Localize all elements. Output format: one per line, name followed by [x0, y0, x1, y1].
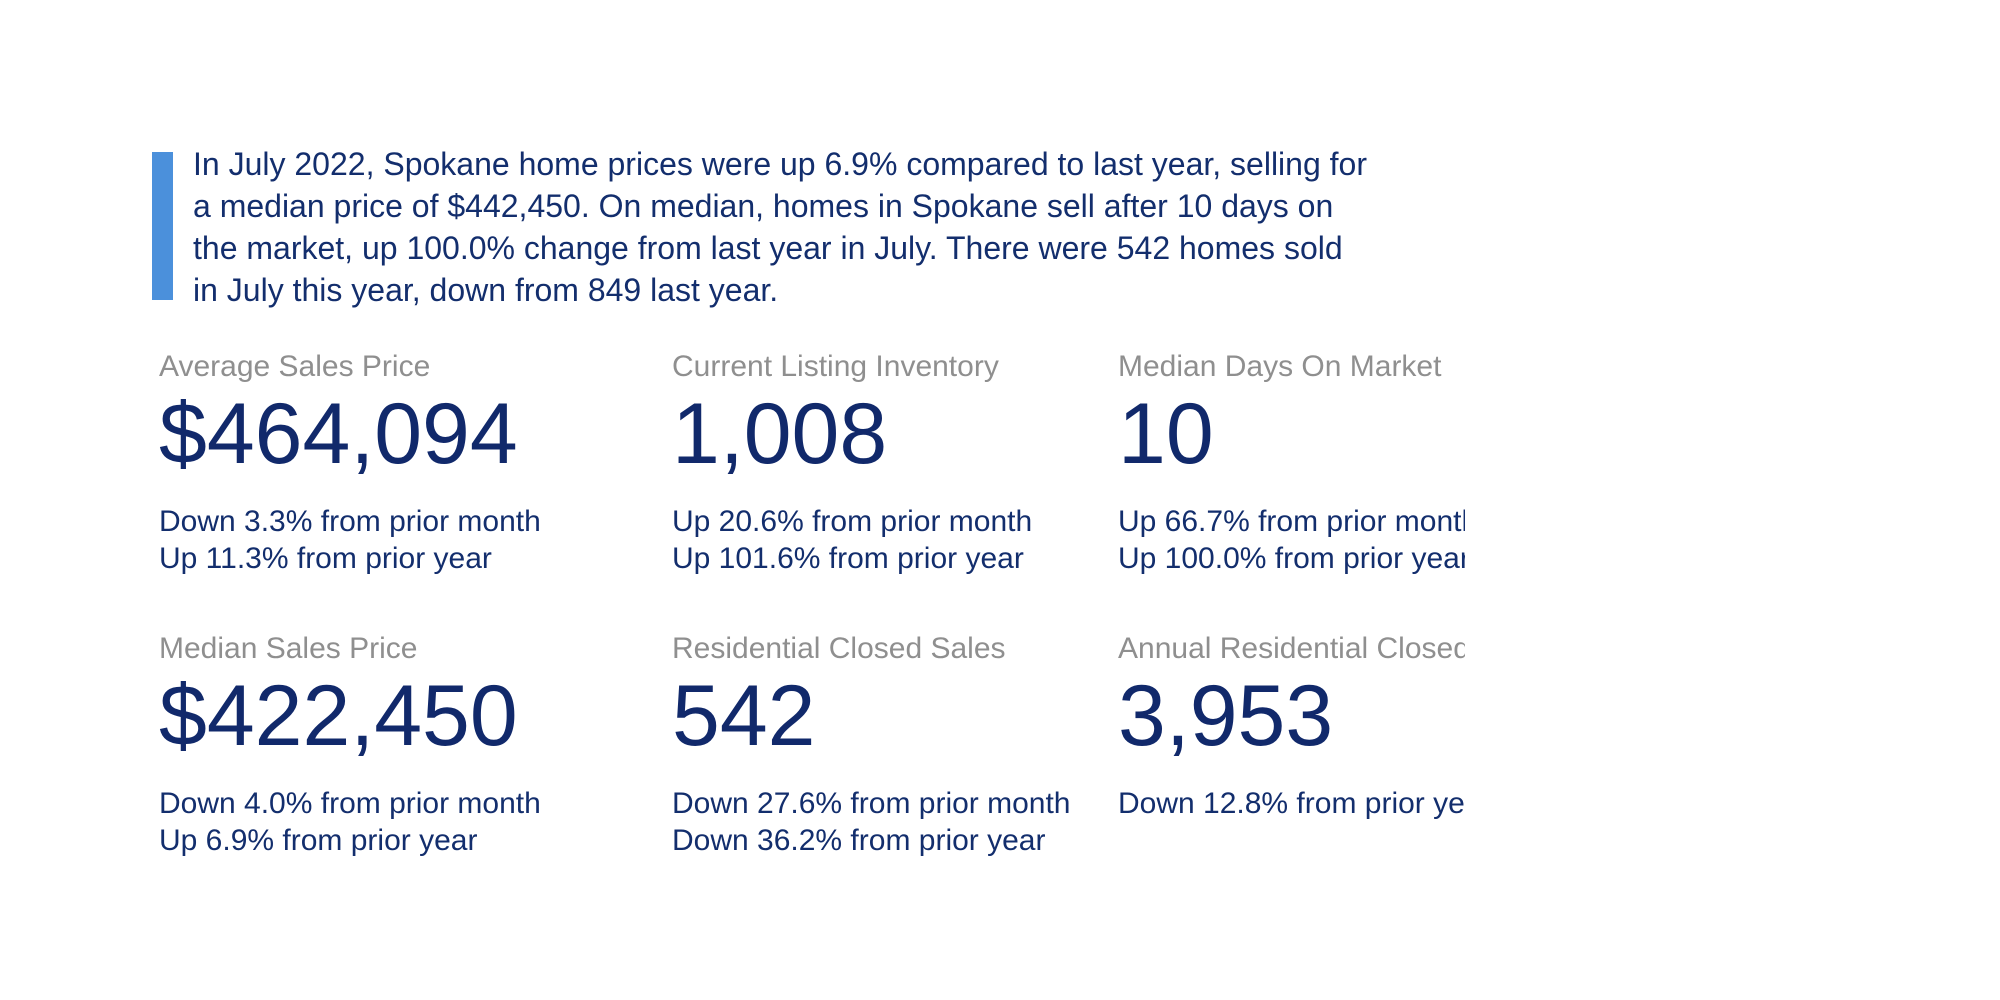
stat-change-year: Up 100.0% from prior year: [1118, 542, 1465, 575]
stat-value: $464,094: [159, 386, 518, 482]
stat-value: 3,953: [1118, 668, 1334, 764]
stat-label: Annual Residential Closed: [1118, 632, 1465, 665]
stat-label: Current Listing Inventory: [672, 350, 999, 383]
stat-changes: Down 27.6% from prior month Down 36.2% f…: [672, 785, 1192, 859]
stat-label: Median Days On Market: [1118, 350, 1442, 383]
stat-change-month: Up 66.7% from prior month: [1118, 505, 1465, 538]
stat-change-month: Down 3.3% from prior month: [159, 505, 541, 538]
stat-changes: Down 4.0% from prior month Up 6.9% from …: [159, 785, 679, 859]
stat-value: $422,450: [159, 668, 518, 764]
stat-changes: Down 12.8% from prior year: [1118, 785, 1465, 822]
stat-change-year: Up 11.3% from prior year: [159, 542, 492, 575]
stat-change-month: Down 27.6% from prior month: [672, 787, 1071, 820]
stat-value: 542: [672, 668, 816, 764]
quote-accent-bar: [152, 152, 173, 300]
market-summary-text: In July 2022, Spokane home prices were u…: [193, 146, 1367, 308]
stat-change-month: Up 20.6% from prior month: [672, 505, 1033, 538]
content-area: In July 2022, Spokane home prices were u…: [152, 146, 1465, 859]
stat-value: 10: [1118, 386, 1214, 482]
stat-card-median-days-on-market: Median Days On Market 10 Up 66.7% from p…: [1118, 349, 1465, 577]
stat-change-year: Up 101.6% from prior year: [672, 542, 1024, 575]
stat-label: Median Sales Price: [159, 632, 418, 665]
stat-change-year: Down 36.2% from prior year: [672, 824, 1046, 857]
stat-card-annual-residential-closed: Annual Residential Closed 3,953 Down 12.…: [1118, 631, 1465, 822]
stat-card-average-sales-price: Average Sales Price $464,094 Down 3.3% f…: [159, 349, 679, 577]
stat-change-year: Up 6.9% from prior year: [159, 824, 478, 857]
stat-change-year: Down 12.8% from prior year: [1118, 787, 1465, 820]
stat-changes: Up 66.7% from prior month Up 100.0% from…: [1118, 503, 1465, 577]
stat-changes: Down 3.3% from prior month Up 11.3% from…: [159, 503, 679, 577]
stat-change-month: Down 4.0% from prior month: [159, 787, 541, 820]
stat-card-residential-closed-sales: Residential Closed Sales 542 Down 27.6% …: [672, 631, 1192, 859]
stat-value: 1,008: [672, 386, 888, 482]
stat-label: Average Sales Price: [159, 350, 431, 383]
stat-changes: Up 20.6% from prior month Up 101.6% from…: [672, 503, 1192, 577]
stat-label: Residential Closed Sales: [672, 632, 1006, 665]
stat-card-current-listing-inventory: Current Listing Inventory 1,008 Up 20.6%…: [672, 349, 1192, 577]
stat-card-median-sales-price: Median Sales Price $422,450 Down 4.0% fr…: [159, 631, 679, 859]
